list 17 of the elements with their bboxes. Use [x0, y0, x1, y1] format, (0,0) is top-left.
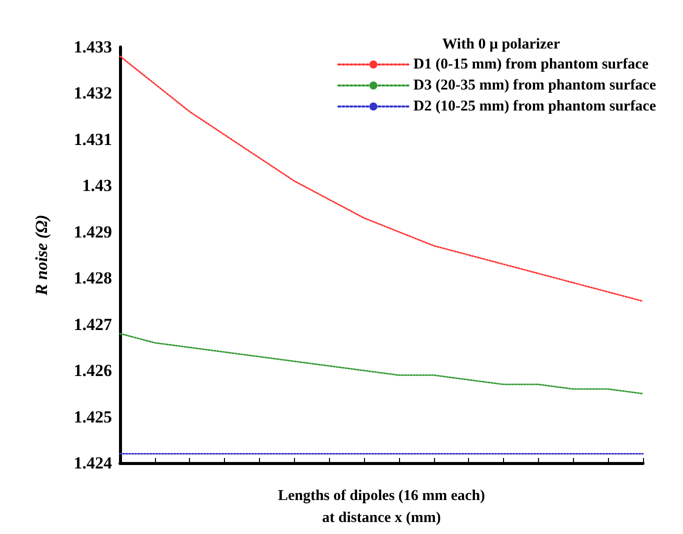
line-series	[119, 332, 644, 394]
legend-label: D1 (0-15 mm) from phantom surface	[413, 56, 649, 72]
legend-label: D2 (10-25 mm) from phantom surface	[413, 98, 656, 114]
y-tick-label: 1.43	[82, 176, 112, 196]
y-tick-label: 1.429	[74, 222, 112, 242]
legend-label: D3 (20-35 mm) from phantom surface	[413, 78, 656, 94]
y-tick-label: 1.433	[74, 38, 112, 56]
x-axis-title: Lengths of dipoles (16 mm each) at distance x (mm)	[278, 488, 486, 526]
y-tick-label: 1.432	[74, 84, 112, 103]
y-tick-label: 1.425	[74, 407, 112, 426]
y-tick-label: 1.426	[74, 361, 112, 380]
y-tick-label: 1.431	[74, 130, 112, 149]
y-tick-label: 1.424	[74, 454, 112, 472]
y-tick-label: 1.427	[74, 314, 112, 334]
y-axis-title: R noise (Ω)	[32, 214, 51, 296]
legend-title: With 0 μ polarizer	[442, 36, 560, 52]
y-tick-label: 1.428	[74, 268, 112, 288]
